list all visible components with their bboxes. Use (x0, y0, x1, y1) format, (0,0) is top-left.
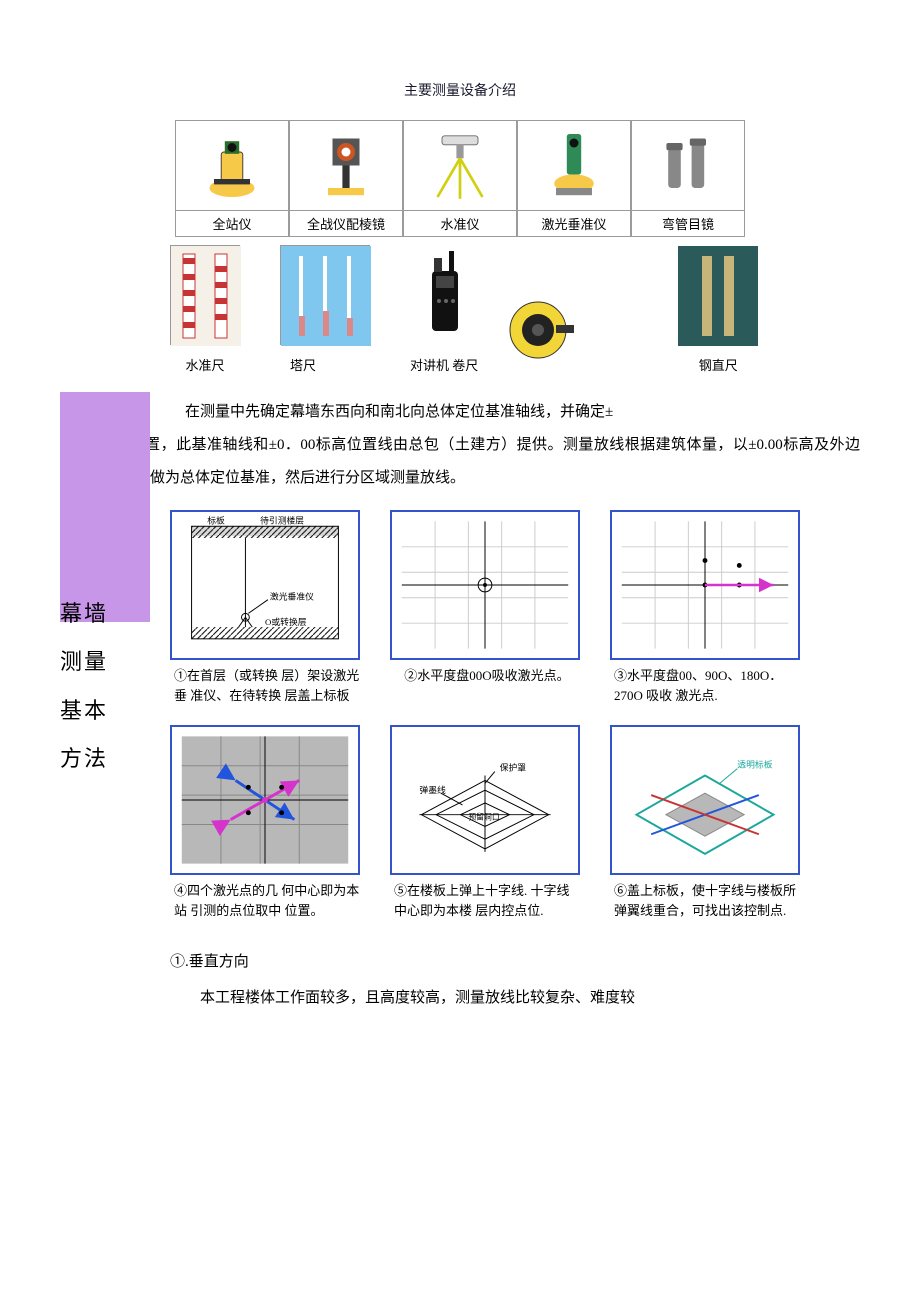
page-title: 主要测量设备介绍 (60, 80, 860, 100)
equip-steel-ruler: 钢直尺 (678, 246, 758, 374)
equip-label: 水准尺 (170, 355, 240, 374)
diagram-5: 保护罩 弹墨线 预留洞口 ⑤在楼板上弹上十字线. 十字线中心即为本楼 层内控点位… (390, 725, 580, 920)
intro-paragraph-2: 0．00标高位置，此基准轴线和±0．00标高位置线由总包（土建方）提供。测量放线… (60, 429, 860, 495)
equip-label: 对讲机 卷尺 (410, 355, 478, 374)
section-body: 本工程楼体工作面较多，且高度较高，测量放线比较复杂、难度较 (170, 983, 860, 1013)
steel-ruler-icon (678, 246, 758, 346)
diagram-1: 标板 待引测楼层 激光垂准仪 O或转换层 ①在首层（或转换 层）架设激光垂 准仪… (170, 510, 360, 705)
diagram-6: 透明标板 ⑥盖上标板，使十字线与楼板所弹翼线重合，可找出该控制点. (610, 725, 800, 920)
svg-text:标板: 标板 (207, 514, 225, 525)
equip-tower-ruler: 塔尺 (280, 245, 370, 374)
equip-label: 全站仪 (176, 211, 288, 236)
diagram-caption: ⑥盖上标板，使十字线与楼板所弹翼线重合，可找出该控制点. (610, 881, 800, 920)
diagram-caption: ④四个激光点的几 何中心即为本站 引测的点位取中 位置。 (170, 881, 360, 920)
equip-laser-plummet: 激光垂准仪 (517, 120, 631, 237)
tape-icon (498, 295, 578, 365)
svg-text:激光垂准仪: 激光垂准仪 (270, 591, 314, 602)
equip-label: 钢直尺 (678, 355, 758, 374)
equipment-row-1: 全站仪 全战仪配棱镜 水准仪 激光垂准仪 弯管目镜 (60, 120, 860, 237)
equip-tape (498, 295, 578, 374)
svg-text:O或转换层: O或转换层 (265, 616, 307, 627)
equip-elbow-eyepiece: 弯管目镜 (631, 120, 745, 237)
content-block: 在测量中先确定幕墙东西向和南北向总体定位基准轴线，并确定± 0．00标高位置，此… (60, 392, 860, 1013)
side-title: 幕墙 测量 基本 方法 (60, 590, 150, 784)
equip-walkie-talkie: 对讲机 卷尺 (410, 246, 478, 374)
equip-label: 塔尺 (280, 355, 370, 374)
total-station-icon (176, 121, 288, 211)
staff-icon (170, 245, 240, 345)
svg-text:保护罩: 保护罩 (500, 762, 527, 773)
equip-prism: 全战仪配棱镜 (289, 120, 403, 237)
equip-total-station: 全站仪 (175, 120, 289, 237)
section-head: ①.垂直方向 (170, 950, 860, 971)
diagram-caption: ⑤在楼板上弹上十字线. 十字线中心即为本楼 层内控点位. (390, 881, 580, 920)
diagram-2: ②水平度盘00O吸收激光点。 (390, 510, 580, 705)
diagram-4: ④四个激光点的几 何中心即为本站 引测的点位取中 位置。 (170, 725, 360, 920)
equip-label: 激光垂准仪 (518, 211, 630, 236)
diagram-grid: 标板 待引测楼层 激光垂准仪 O或转换层 ①在首层（或转换 层）架设激光垂 准仪… (170, 510, 860, 920)
laser-plummet-icon (518, 121, 630, 211)
prism-icon (290, 121, 402, 211)
equip-label: 水准仪 (404, 211, 516, 236)
diagram-caption: ①在首层（或转换 层）架设激光垂 准仪、在待转换 层盖上标板 (170, 666, 360, 705)
level-icon (404, 121, 516, 211)
equip-label: 弯管目镜 (632, 211, 744, 236)
equip-leveling-staff: 水准尺 (170, 245, 240, 374)
svg-text:预留洞口: 预留洞口 (468, 812, 499, 822)
radio-icon (414, 246, 474, 346)
diagram-caption: ②水平度盘00O吸收激光点。 (390, 666, 580, 686)
svg-text:透明标板: 透明标板 (737, 759, 772, 770)
diagram-caption: ③水平度盘00、90O、180O．270O 吸收 激光点. (610, 666, 800, 705)
eyepiece-icon (632, 121, 744, 211)
vertical-section: ①.垂直方向 本工程楼体工作面较多，且高度较高，测量放线比较复杂、难度较 (170, 950, 860, 1013)
intro-paragraph: 在测量中先确定幕墙东西向和南北向总体定位基准轴线，并确定± (170, 392, 860, 429)
equipment-row-2: 水准尺 塔尺 对讲机 卷尺 钢直尺 (170, 245, 860, 374)
diagram-3: ③水平度盘00、90O、180O．270O 吸收 激光点. (610, 510, 800, 705)
tower-ruler-icon (280, 245, 370, 345)
svg-text:待引测楼层: 待引测楼层 (260, 514, 304, 525)
equip-label: 全战仪配棱镜 (290, 211, 402, 236)
equip-level: 水准仪 (403, 120, 517, 237)
